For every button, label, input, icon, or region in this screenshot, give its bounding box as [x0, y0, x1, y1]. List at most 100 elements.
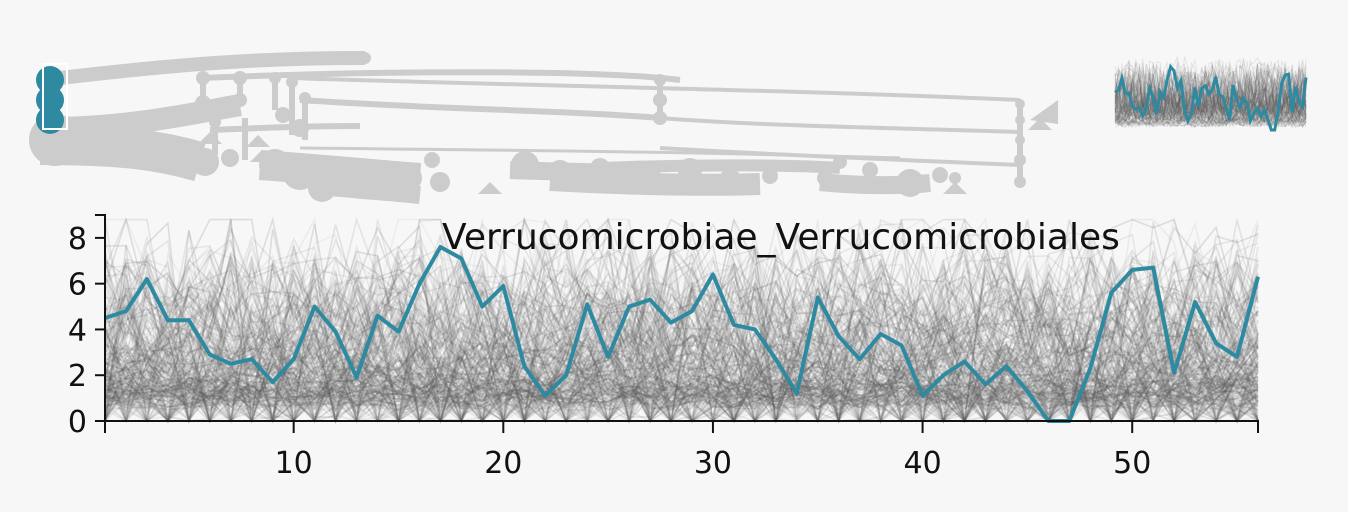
minimap-chart[interactable] [1114, 56, 1308, 132]
background-series-line [104, 374, 1259, 423]
background-series-line [104, 331, 1259, 424]
background-series-line [104, 293, 1259, 423]
background-series-line [104, 216, 1259, 424]
background-series-line [104, 216, 1259, 422]
tree-node[interactable] [209, 116, 221, 128]
tree-node[interactable] [269, 72, 281, 84]
tree-link [659, 116, 1021, 134]
background-series-line [104, 384, 1259, 423]
background-series-line [104, 374, 1259, 423]
minimap-background-line [1114, 72, 1307, 117]
tree-node[interactable] [398, 166, 422, 190]
background-series-line [104, 243, 1259, 422]
tree-node[interactable] [195, 95, 211, 111]
background-series-line [104, 324, 1259, 424]
tree-node[interactable] [196, 71, 210, 85]
tree-link [59, 51, 366, 85]
minimap-background-line [1114, 107, 1307, 127]
tree-node[interactable] [1014, 154, 1026, 166]
tree-node[interactable] [630, 162, 650, 182]
tree-node[interactable] [762, 168, 778, 184]
minimap-background-line [1114, 83, 1307, 121]
background-series-line [104, 330, 1259, 425]
background-series-line [104, 383, 1259, 423]
tree-node[interactable] [1014, 176, 1026, 188]
background-series-line [104, 267, 1259, 423]
background-series-line [104, 333, 1259, 425]
tree-node[interactable] [1015, 115, 1025, 125]
tree-node[interactable] [233, 71, 247, 85]
background-series-line [104, 377, 1259, 422]
selection-box[interactable] [42, 63, 68, 130]
tree-node[interactable] [548, 160, 572, 184]
tree-node[interactable] [275, 107, 291, 123]
minimap-background-line [1114, 114, 1307, 128]
tree-node[interactable] [424, 152, 440, 168]
tree-node[interactable] [896, 169, 924, 197]
tree-node[interactable] [949, 172, 961, 184]
background-series-line [104, 301, 1259, 425]
minimap-background-line [1114, 104, 1307, 125]
tree-node[interactable] [720, 168, 740, 188]
background-series-line [104, 371, 1259, 423]
tree-node[interactable] [191, 148, 219, 176]
tree-nodes[interactable] [29, 52, 1026, 202]
background-series-line [104, 375, 1259, 423]
background-series-line [104, 280, 1259, 424]
tree-node[interactable] [1015, 99, 1025, 109]
tree-node[interactable] [590, 158, 610, 178]
tree-node[interactable] [114, 134, 146, 166]
background-series-line [104, 348, 1259, 423]
tree-node[interactable] [833, 155, 847, 169]
tree-node[interactable] [430, 172, 450, 192]
tree-node[interactable] [286, 76, 298, 88]
background-series-line [104, 326, 1259, 423]
tree-node[interactable] [653, 111, 667, 125]
background-series-line [104, 216, 1259, 424]
tree-link [299, 97, 661, 121]
tree-node[interactable] [221, 149, 239, 167]
background-series-line [104, 385, 1259, 423]
tree-node[interactable] [233, 93, 247, 107]
background-series-line [104, 379, 1259, 423]
background-series-line [104, 216, 1259, 422]
minimap-background-line [1114, 103, 1307, 126]
tree-node[interactable] [299, 92, 311, 104]
background-series-line [104, 267, 1259, 425]
minimap-background-line [1114, 100, 1307, 125]
background-series-line [104, 311, 1259, 424]
tree-node[interactable] [653, 93, 667, 107]
background-series-line [104, 349, 1259, 424]
main-line-chart[interactable]: 0 2 4 6 8 10 20 30 40 50 Verrucomicrobiae_Verruc… [68, 214, 1260, 481]
tree-node[interactable] [350, 173, 370, 193]
background-series-line [104, 336, 1259, 424]
background-series-line [104, 253, 1259, 422]
minimap-background-line [1114, 117, 1307, 129]
tree-selection[interactable] [36, 63, 68, 134]
minimap-background-line [1114, 94, 1307, 123]
tree-node[interactable] [817, 170, 833, 186]
tree-node[interactable] [862, 162, 878, 178]
tree-node[interactable] [932, 167, 948, 183]
tree-node[interactable] [359, 52, 371, 64]
x-tick-label: 50 [1113, 446, 1151, 481]
tree-node[interactable] [372, 177, 388, 193]
tree-node[interactable] [654, 74, 666, 86]
tree-node[interactable] [678, 158, 702, 182]
minimap-background-line [1114, 84, 1307, 121]
background-series-line [104, 272, 1259, 424]
background-series-line [104, 322, 1259, 424]
background-series-line [104, 349, 1259, 423]
tree-node[interactable] [282, 154, 318, 190]
hierarchical-tree-icon[interactable] [29, 51, 1058, 204]
tree-node[interactable] [1015, 135, 1025, 145]
tree-node[interactable] [511, 151, 539, 179]
tree-node[interactable] [308, 174, 336, 202]
background-series-line [104, 343, 1259, 424]
background-series-line [104, 361, 1259, 423]
tree-node[interactable] [291, 119, 309, 137]
background-series-line [104, 233, 1259, 424]
tree-leaf-fan [478, 182, 502, 194]
background-series-line [104, 333, 1259, 424]
tree-link [199, 69, 681, 83]
